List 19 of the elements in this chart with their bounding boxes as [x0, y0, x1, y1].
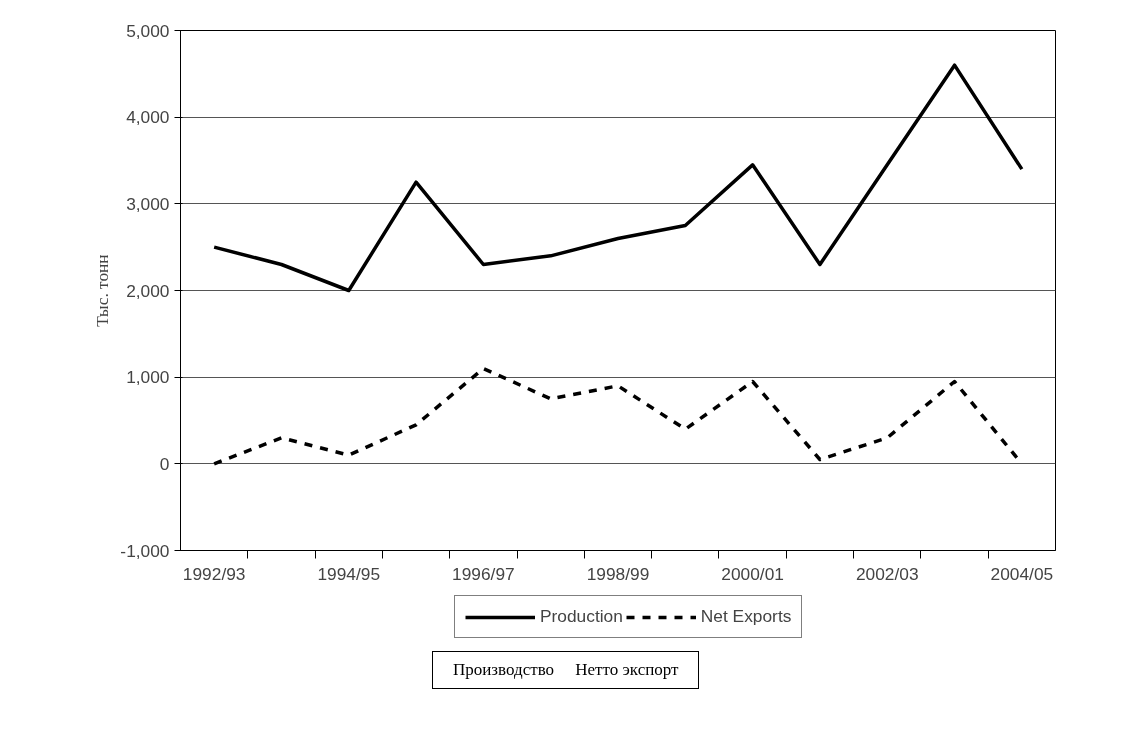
y-tick-label: 4,000 — [126, 107, 170, 128]
y-tick-label: 3,000 — [126, 193, 170, 214]
x-tick-label: 2000/01 — [721, 563, 784, 584]
y-axis-title: Тыс. тонн — [93, 254, 113, 327]
legend-label: Net Exports — [700, 606, 792, 627]
legend-label: Production — [540, 606, 623, 627]
text: Производство Нетто экспорт — [453, 659, 679, 681]
y-tick-label: 5,000 — [126, 20, 170, 41]
x-tick-label: 1996/97 — [452, 563, 515, 584]
x-tick-label: 1994/95 — [317, 563, 381, 584]
y-tick-label: 1,000 — [126, 367, 170, 388]
y-tick-label: 2,000 — [126, 280, 170, 301]
y-tick-label: 0 — [159, 453, 170, 474]
x-tick-label: 1992/93 — [182, 563, 246, 584]
line-series — [212, 63, 1024, 293]
x-tick-label: 2002/03 — [855, 563, 919, 584]
y-tick-label: -1,000 — [120, 540, 170, 561]
x-tick-label: 1998/99 — [586, 563, 650, 584]
x-tick-label: 2004/05 — [990, 563, 1054, 584]
